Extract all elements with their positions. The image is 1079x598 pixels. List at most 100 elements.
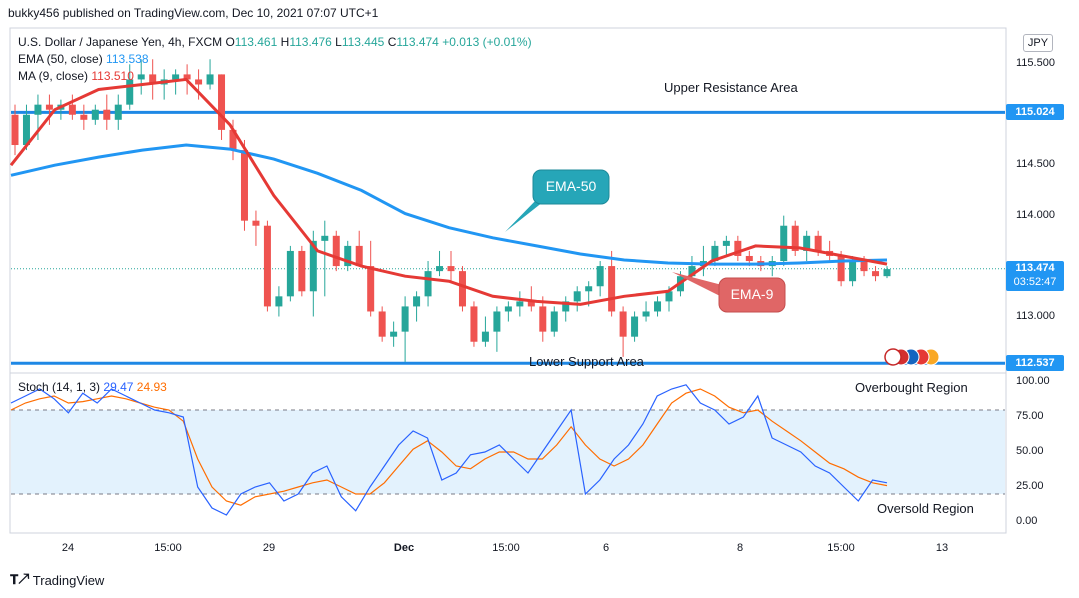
candle-body bbox=[80, 114, 88, 120]
ema50-line bbox=[10, 143, 888, 266]
candle-body bbox=[722, 240, 730, 246]
candle-body bbox=[539, 306, 547, 332]
current-price-value: 113.474 bbox=[1015, 261, 1055, 274]
high-value: 113.476 bbox=[289, 35, 332, 49]
ema9-callout-box bbox=[718, 277, 786, 313]
candle-body bbox=[504, 306, 512, 312]
candle-body bbox=[619, 311, 627, 337]
candle-body bbox=[711, 245, 719, 262]
oversold-label: Oversold Region bbox=[877, 501, 974, 516]
candle-body bbox=[562, 301, 570, 312]
symbol-name: U.S. Dollar / Japanese Yen, 4h, FXCM bbox=[18, 35, 223, 49]
candle-body bbox=[413, 296, 421, 307]
tradingview-logo-icon: 𝐓↗ bbox=[10, 572, 29, 587]
candle-body bbox=[493, 311, 501, 332]
resistance-price-tag: 115.024 bbox=[1006, 104, 1064, 121]
candle-body bbox=[103, 109, 111, 120]
ema9-callout-text: EMA-9 bbox=[730, 286, 774, 302]
change-value: +0.013 (+0.01%) bbox=[442, 35, 532, 49]
stoch-k-line bbox=[10, 384, 888, 516]
candle-body bbox=[803, 235, 811, 251]
open-label: O bbox=[225, 35, 235, 49]
time-tick-label: 15:00 bbox=[827, 542, 855, 554]
candle-body bbox=[195, 79, 203, 85]
currency-button[interactable]: JPY bbox=[1023, 34, 1053, 52]
candle-body bbox=[286, 250, 294, 297]
candle-body bbox=[585, 286, 593, 292]
candle-body bbox=[872, 271, 880, 277]
candle-body bbox=[481, 331, 489, 342]
candle-body bbox=[860, 261, 868, 272]
stoch-k-value: 29.47 bbox=[103, 380, 134, 394]
candle-body bbox=[68, 104, 76, 115]
stoch-tick-label: 100.00 bbox=[1016, 375, 1050, 387]
candle-body bbox=[608, 266, 616, 312]
time-tick-label: 15:00 bbox=[154, 542, 182, 554]
candle-body bbox=[11, 114, 19, 146]
stoch-tick-label: 0.00 bbox=[1016, 515, 1038, 527]
tradingview-logo[interactable]: 𝐓↗ TradingView bbox=[10, 572, 104, 588]
ema-legend-label: EMA (50, close) bbox=[18, 52, 103, 66]
ma-legend-value: 113.510 bbox=[91, 69, 134, 83]
candle-body bbox=[367, 266, 375, 312]
ema9-callout-pointer bbox=[672, 272, 722, 297]
candle-body bbox=[550, 311, 558, 332]
close-label: C bbox=[387, 35, 397, 49]
candle-body bbox=[734, 240, 742, 256]
candle-body bbox=[458, 271, 466, 307]
lower-support-label: Lower Support Area bbox=[529, 354, 644, 369]
upper-resistance-label: Upper Resistance Area bbox=[664, 80, 798, 95]
stoch-tick-label: 25.00 bbox=[1016, 480, 1044, 492]
candle-body bbox=[332, 235, 340, 267]
bar-countdown: 03:52:47 bbox=[1013, 275, 1057, 288]
candle-body bbox=[344, 245, 352, 267]
candle-body bbox=[275, 296, 283, 307]
candle-body bbox=[240, 150, 248, 221]
candle-body bbox=[45, 104, 53, 110]
stoch-tick-label: 50.00 bbox=[1016, 445, 1044, 457]
candle-body bbox=[631, 316, 639, 337]
candle-body bbox=[849, 261, 857, 282]
support-price-tag: 112.537 bbox=[1006, 355, 1064, 372]
candle-body bbox=[22, 114, 30, 146]
ma-legend-label: MA (9, close) bbox=[18, 69, 89, 83]
stoch-legend[interactable]: Stoch (14, 1, 3) 29.47 24.93 bbox=[18, 380, 167, 394]
stoch-tick-label: 75.00 bbox=[1016, 410, 1044, 422]
price-tick-label: 114.000 bbox=[1016, 208, 1055, 221]
stoch-d-line bbox=[10, 388, 888, 506]
candle-body bbox=[355, 245, 363, 267]
candle-body bbox=[665, 291, 673, 302]
publisher-line: bukky456 published on TradingView.com, D… bbox=[8, 6, 379, 20]
candle-body bbox=[642, 311, 650, 317]
ema-legend[interactable]: EMA (50, close) 113.538 bbox=[18, 52, 149, 66]
candle-body bbox=[137, 74, 145, 80]
tradingview-logo-text: TradingView bbox=[32, 572, 105, 588]
candle-body bbox=[436, 266, 444, 272]
flags-icon[interactable] bbox=[884, 348, 940, 366]
candle-body bbox=[298, 250, 306, 292]
time-tick-label: 8 bbox=[736, 542, 744, 554]
candle-body bbox=[321, 235, 329, 241]
candle-body bbox=[401, 306, 409, 332]
candle-body bbox=[791, 225, 799, 251]
candle-body bbox=[573, 291, 581, 302]
time-tick-label: 24 bbox=[61, 542, 75, 554]
ema50-callout-text: EMA-50 bbox=[545, 178, 597, 194]
candles-group bbox=[11, 59, 891, 362]
candle-body bbox=[447, 266, 455, 272]
candle-body bbox=[252, 220, 260, 226]
symbol-info: U.S. Dollar / Japanese Yen, 4h, FXCM O 11… bbox=[18, 35, 532, 49]
ma-legend[interactable]: MA (9, close) 113.510 bbox=[18, 69, 134, 83]
candle-body bbox=[172, 74, 180, 80]
close-value: 113.474 bbox=[396, 35, 439, 49]
candle-body bbox=[470, 306, 478, 342]
candle-body bbox=[263, 225, 271, 307]
candle-body bbox=[883, 269, 891, 277]
time-tick-label: 29 bbox=[262, 542, 276, 554]
candle-body bbox=[390, 331, 398, 337]
high-label: H bbox=[280, 35, 290, 49]
candle-body bbox=[206, 74, 214, 85]
candle-body bbox=[114, 104, 122, 120]
low-value: 113.445 bbox=[341, 35, 385, 49]
